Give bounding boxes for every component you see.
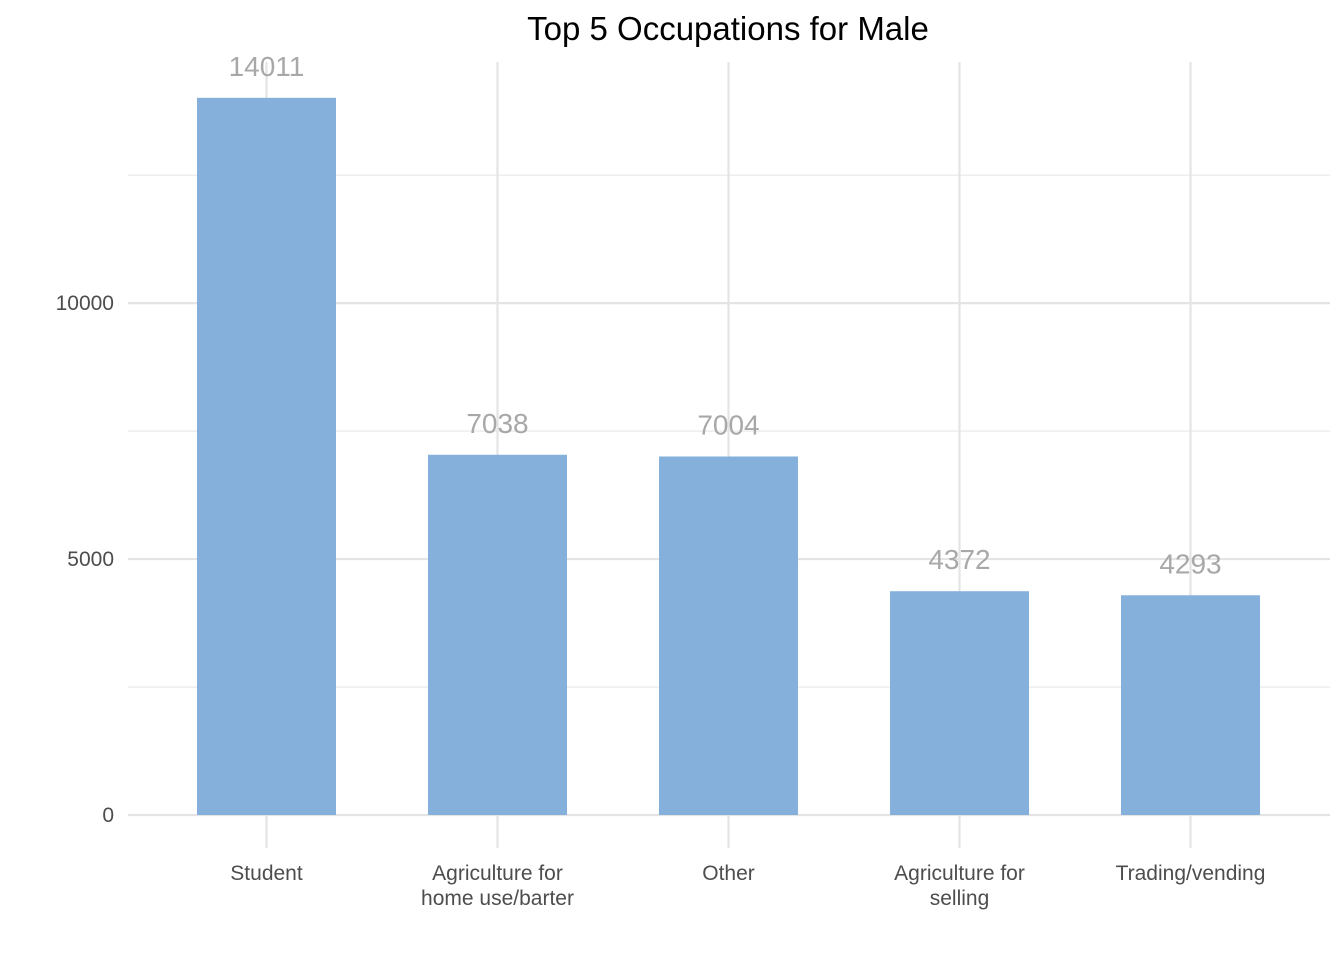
bar	[890, 591, 1029, 815]
x-tick-label: Trading/vending	[1116, 862, 1266, 885]
data-label: 14011	[229, 51, 305, 82]
y-tick-label: 5000	[67, 548, 114, 571]
bar	[197, 97, 336, 816]
bars-layer	[197, 97, 1260, 816]
data-label: 7004	[697, 409, 759, 440]
data-label: 4372	[928, 544, 990, 575]
x-tick-label: Agriculture for	[894, 862, 1025, 885]
x-tick-label: Other	[702, 862, 755, 885]
x-tick-label: selling	[930, 887, 990, 910]
data-label: 4293	[1159, 548, 1221, 579]
data-label: 7038	[466, 408, 528, 439]
bar	[428, 454, 567, 815]
bar	[659, 456, 798, 815]
y-tick-label: 0	[102, 804, 114, 827]
bar	[1121, 595, 1260, 815]
y-tick-label: 10000	[56, 292, 114, 315]
x-tick-label: home use/barter	[421, 887, 574, 910]
x-tick-label: Student	[230, 862, 303, 885]
labels-layer: 0 5000 10000 14011 Student 7038 Agriculture fo…	[56, 51, 1266, 910]
chart-title: Top 5 Occupations for Male	[527, 10, 929, 47]
x-tick-label: Agriculture for	[432, 862, 563, 885]
